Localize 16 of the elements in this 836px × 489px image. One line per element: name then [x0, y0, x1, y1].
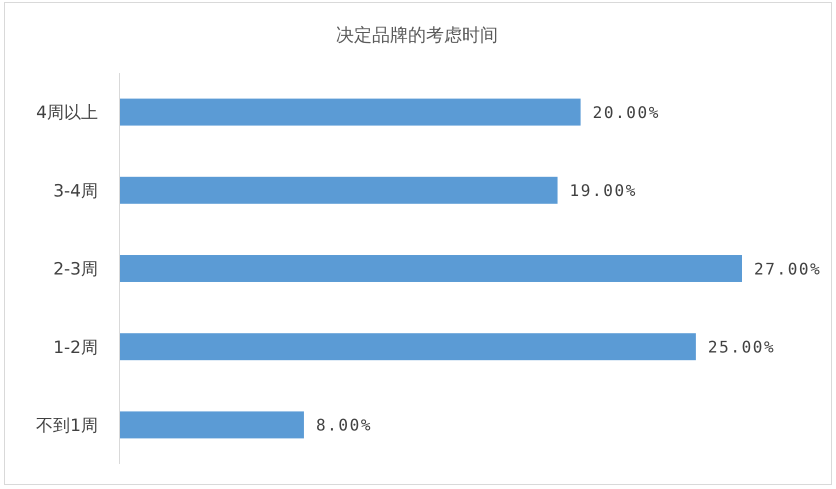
- data-label: 20.00%: [592, 102, 660, 122]
- y-tick-label: 1-2周: [53, 338, 98, 358]
- data-label: 27.00%: [754, 259, 822, 278]
- bar: [120, 176, 558, 204]
- y-tick-label: 3-4周: [53, 181, 98, 202]
- bar: [120, 255, 742, 282]
- y-tick-label: 2-3周: [53, 260, 98, 280]
- chart-title: 决定品牌的考虑时间: [336, 25, 498, 46]
- data-label: 25.00%: [708, 337, 776, 356]
- bar: [120, 98, 581, 126]
- bar: [120, 333, 696, 360]
- data-label: 19.00%: [570, 181, 637, 200]
- y-tick-label: 4周以上: [36, 103, 98, 124]
- bar: [120, 411, 304, 438]
- y-tick-label: 不到1周: [36, 416, 98, 436]
- data-label: 8.00%: [316, 416, 372, 435]
